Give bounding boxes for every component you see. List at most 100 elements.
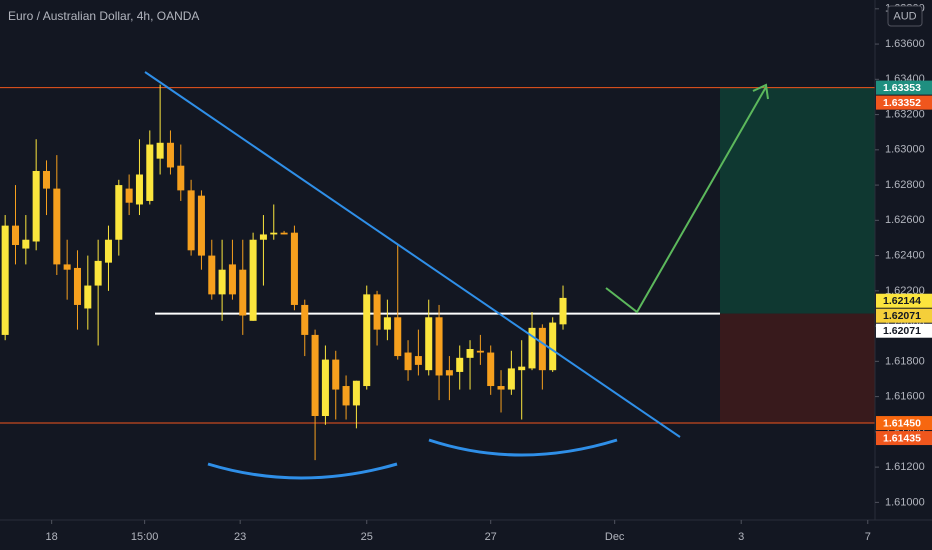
candle-body (466, 349, 474, 358)
x-tick-label: 7 (865, 531, 871, 543)
x-tick-label: 27 (485, 531, 497, 543)
candle-body (187, 190, 195, 251)
price-badge (876, 431, 932, 446)
candles (1, 84, 567, 461)
x-tick-label: 23 (234, 531, 246, 543)
currency-box[interactable] (887, 5, 923, 27)
candle-body (373, 294, 381, 330)
candle-body (487, 352, 495, 387)
price-badge (876, 308, 932, 323)
price-badge-label: 1.62071 (883, 310, 921, 322)
candle-body (404, 352, 412, 371)
candle-body (332, 359, 340, 390)
candle-body (53, 188, 61, 265)
arrow-head (752, 83, 769, 100)
candle-body (352, 380, 360, 406)
candle-body (73, 267, 81, 305)
price-badge-label: 1.63352 (883, 97, 921, 109)
candle-body (414, 356, 422, 365)
candle-body (363, 294, 371, 387)
candle-body (445, 370, 453, 376)
candle-body (197, 195, 205, 256)
price-badge (876, 416, 932, 431)
candle-body (104, 239, 112, 263)
shoulder-arc (428, 438, 618, 457)
shoulder-arc (207, 462, 398, 480)
price-badge (876, 293, 932, 308)
profit-zone (720, 87, 875, 314)
price-badge (876, 80, 932, 95)
price-badge-label: 1.61435 (883, 432, 921, 444)
candle-body (249, 239, 257, 321)
candle-body (239, 269, 247, 316)
candle-body (115, 185, 123, 240)
candle-body (94, 260, 102, 286)
candle-body (321, 359, 329, 416)
candle-body (42, 170, 50, 189)
trend-line (144, 71, 681, 438)
candle-body (518, 366, 526, 371)
candle-body (11, 225, 20, 246)
candle-body (425, 317, 433, 371)
candle-body (177, 165, 185, 191)
candle-body (1, 225, 9, 335)
x-tick-label: Dec (605, 531, 625, 543)
candle-body (476, 350, 484, 353)
price-badge-label: 1.61450 (883, 417, 921, 429)
candle-body (301, 304, 309, 335)
candle-body (228, 264, 236, 295)
candle-body (208, 255, 216, 295)
x-tick-label: 18 (46, 531, 58, 543)
y-tick-label: 1.61800 (885, 355, 925, 367)
price-badge-label: 1.62071 (883, 325, 921, 337)
candle-body (270, 232, 278, 235)
candle-body (280, 232, 288, 235)
price-badge-label: 1.63353 (883, 82, 921, 94)
price-badge (876, 323, 932, 338)
y-tick-label: 1.62600 (885, 214, 925, 226)
candle-body (394, 317, 402, 357)
y-tick-label: 1.62400 (885, 249, 925, 261)
y-tick-label: 1.61600 (885, 391, 925, 403)
price-badge-label: 1.62144 (883, 295, 921, 307)
y-tick-label: 1.63000 (885, 144, 925, 156)
currency-label: AUD (893, 10, 916, 22)
projection-arrow (605, 86, 767, 314)
candle-body (538, 327, 546, 371)
drawings (144, 71, 769, 480)
price-badge (876, 95, 932, 110)
candle-body (456, 357, 464, 372)
candle-body (559, 297, 567, 325)
drawings-under (0, 87, 875, 424)
chart-title: Euro / Australian Dollar, 4h, OANDA (8, 9, 199, 23)
y-tick-label: 1.63200 (885, 108, 925, 120)
candle-body (146, 144, 154, 201)
x-tick-label: 15:00 (131, 531, 159, 543)
candle-body (22, 239, 30, 249)
candle-body (528, 327, 536, 369)
loss-zone (720, 313, 875, 424)
y-tick-label: 1.61200 (885, 461, 925, 473)
candle-body (383, 317, 391, 330)
candle-body (63, 264, 71, 270)
x-tick-label: 3 (738, 531, 744, 543)
candle-body (290, 232, 298, 305)
candle-body (435, 317, 443, 376)
candle-body (32, 170, 40, 242)
candle-body (342, 386, 350, 406)
candle-body (549, 322, 557, 371)
candle-body (166, 142, 174, 168)
candle-body (311, 334, 319, 416)
candle-body (84, 285, 92, 309)
candle-body (156, 142, 164, 159)
y-tick-label: 1.61000 (885, 496, 925, 508)
y-tick-label: 1.63600 (885, 38, 925, 50)
candle-body (497, 386, 505, 390)
candle-body (218, 269, 226, 295)
candle-body (125, 188, 133, 203)
x-tick-label: 25 (361, 531, 373, 543)
y-tick-label: 1.62800 (885, 179, 925, 191)
candle-body (507, 368, 515, 390)
